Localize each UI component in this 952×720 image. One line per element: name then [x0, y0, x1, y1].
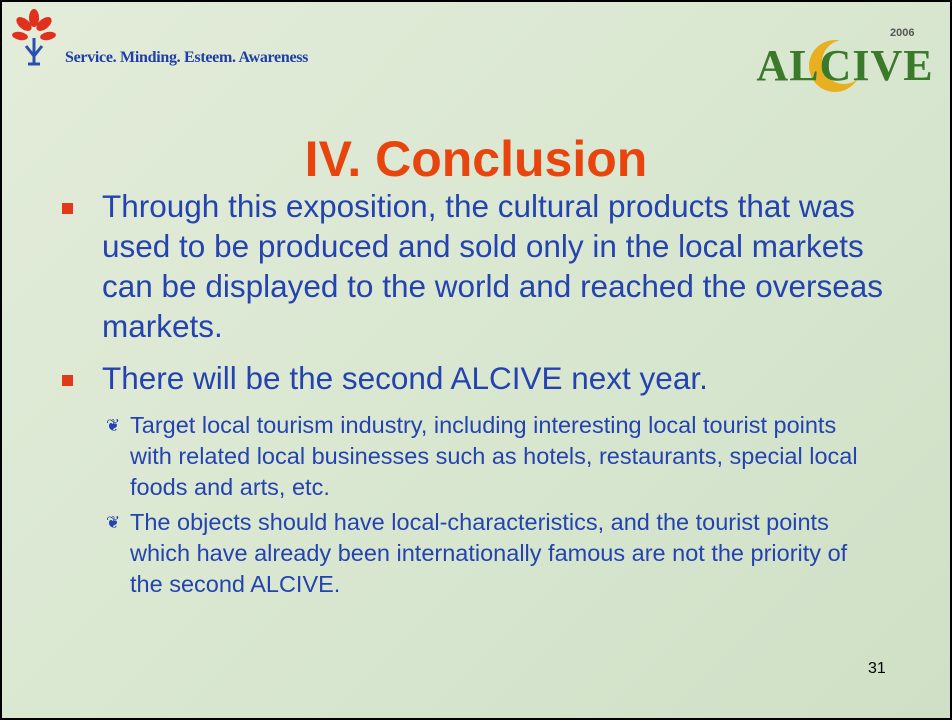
logo-text: ALCIVE — [756, 41, 933, 90]
bullet: There will be the second ALCIVE next yea… — [60, 358, 920, 398]
alcive-logo: ALCIVE 2006 — [740, 22, 950, 102]
bullet-list: Through this exposition, the cultural pr… — [60, 186, 920, 604]
sub-bullet: Target local tourism industry, including… — [60, 410, 860, 503]
logo-year: 2006 — [890, 27, 914, 39]
tagline: Service. Minding. Esteem. Awareness — [65, 49, 308, 67]
flower-logo — [8, 6, 68, 68]
slide-title: IV. Conclusion — [2, 130, 950, 188]
slide: Service. Minding. Esteem. Awareness ALCI… — [0, 0, 952, 720]
sub-list: Target local tourism industry, including… — [60, 410, 920, 600]
bullet: Through this exposition, the cultural pr… — [60, 186, 920, 346]
sub-bullet: The objects should have local-characteri… — [60, 507, 860, 600]
page-number: 31 — [868, 660, 886, 678]
